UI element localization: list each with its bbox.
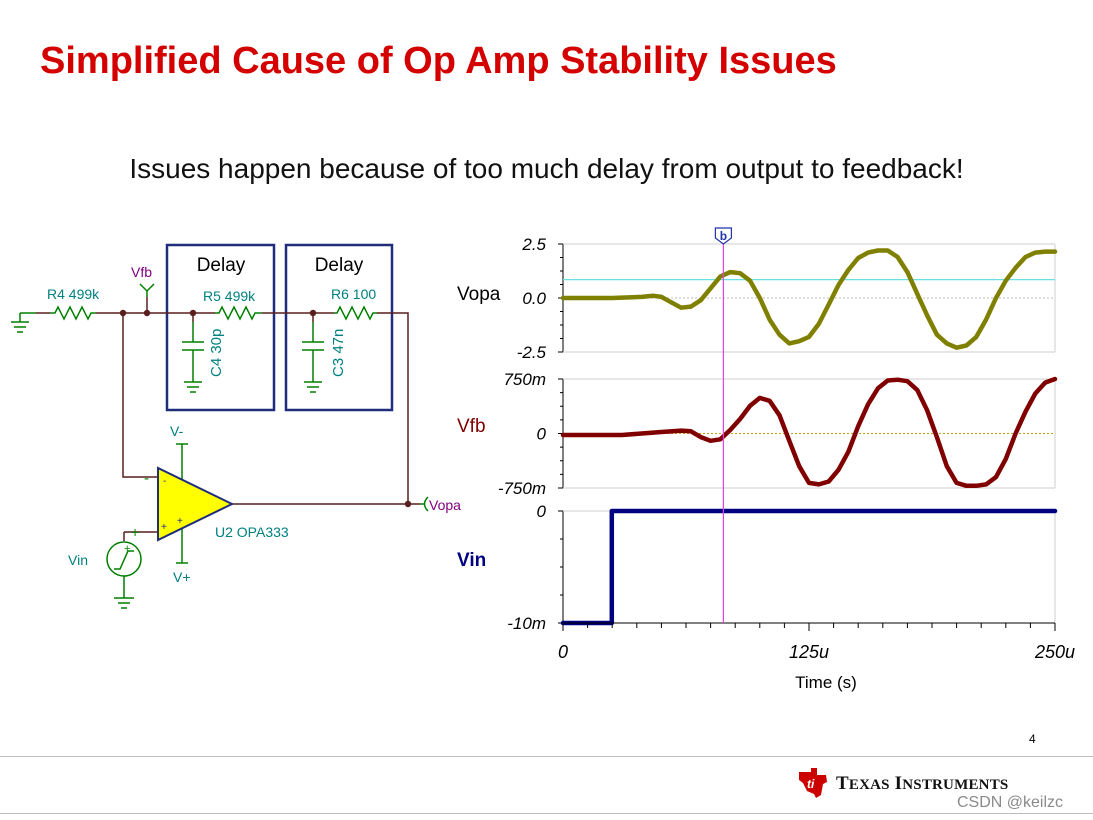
delay-label-1: Delay [197,255,246,276]
circuit-schematic: Delay Delay R4 499k R5 499k R6 100 [11,243,461,609]
cursor-marker [714,227,732,245]
ground-symbol-left [11,312,36,333]
y-tick-label: -750m [498,479,546,498]
label-v-minus: V- [170,423,184,439]
series-vin-line [560,508,1058,626]
company-name: TEXAS INSTRUMENTS [836,773,1008,795]
opamp-noninverting-sign: + [131,524,139,540]
company-name-exas: EXAS [848,777,890,793]
delay-box-1 [165,243,276,412]
x-tick-label: 0 [558,642,568,662]
series-vfb-line [560,376,1058,489]
y-tick-label: 2.5 [521,235,546,254]
company-name-i: I [894,773,903,794]
resistor-r4 [50,305,96,321]
x-tick-label: 125u [789,642,829,662]
ti-logo-letters: ti [807,777,815,791]
cursor-label: b [720,229,727,243]
label-src-plus: + [124,543,130,555]
vin-source-symbol [106,541,142,609]
vfb-probe-symbol [139,283,155,297]
capacitor-c3 [302,322,324,393]
opamp-inner-plus: + [161,522,167,533]
label-vin-source: Vin [68,552,88,568]
label-v-plus: V+ [173,569,191,585]
opamp-inverting-sign: - [144,470,149,487]
delay-label-2: Delay [315,255,364,276]
company-name-nstruments: NSTRUMENTS [902,777,1009,793]
company-name-t: T [836,773,849,794]
oscilloscope-chart: 2.5 0.0 -2.5 Vopa 750m 0 -750m Vfb 0 -10m Vin 0 125u… [457,227,1075,692]
label-c3: C3 47n [330,329,347,377]
y-tick-label: -10m [507,614,546,633]
ti-logo-icon: ti [799,768,827,798]
y-tick-label: 750m [503,370,546,389]
y-tick-label: 0.0 [522,289,546,308]
panel-label-vfb: Vfb [457,416,486,437]
capacitor-c4 [182,322,204,393]
label-opamp: U2 OPA333 [215,524,289,540]
y-tick-label: -2.5 [517,343,547,362]
label-r6: R6 100 [331,286,376,302]
opamp-triangle [157,466,235,542]
junction-dots [119,309,412,508]
y-tick-label: 0 [537,425,547,444]
opamp-supply-pins [176,443,188,564]
opamp-inner-plus-2: + [177,516,183,527]
label-c4: C4 30p [208,329,225,377]
x-axis-label: Time (s) [795,673,857,692]
delay-box-2 [284,243,394,412]
opamp-inner-minus: - [163,476,166,487]
series-vopa-line [560,248,1058,350]
slide-subtitle: Issues happen because of too much delay … [129,153,964,184]
page-title: Simplified Cause of Op Amp Stability Iss… [40,40,837,82]
label-r4: R4 499k [47,286,100,302]
watermark: CSDN @keilzc [957,794,1064,811]
y-tick-label: 0 [537,502,547,521]
resistor-r5 [215,305,262,321]
page-number: 4 [1029,732,1036,746]
label-r5: R5 499k [203,288,256,304]
panel-label-vin: Vin [457,550,486,571]
footer-bar [0,756,1093,814]
resistor-r6 [334,305,377,321]
panel-label-vopa: Vopa [457,284,501,305]
vopa-probe-symbol [420,496,429,512]
x-tick-label: 250u [1034,642,1075,662]
label-vopa-node: Vopa [429,497,461,513]
label-vfb-node: Vfb [131,264,152,280]
